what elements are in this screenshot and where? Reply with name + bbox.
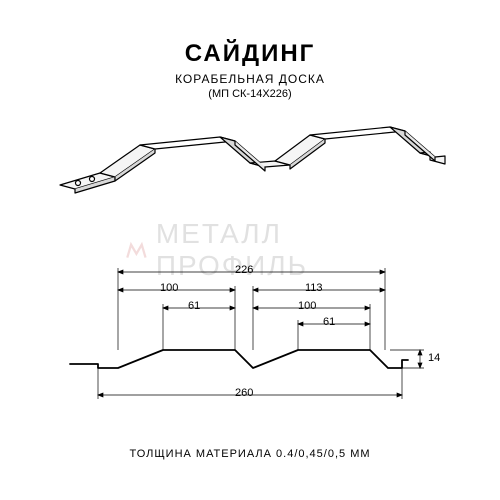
product-title: САЙДИНГ	[0, 40, 500, 68]
dim-top-span: 226	[235, 264, 253, 276]
product-model: (МП СК-14Х226)	[0, 88, 500, 100]
dim-right-top: 113	[305, 282, 323, 294]
dim-left-sub: 61	[188, 300, 200, 312]
dim-left-top: 100	[160, 282, 178, 294]
dim-height: 14	[428, 352, 440, 364]
isometric-drawing	[50, 115, 450, 225]
thickness-label: ТОЛЩИНА МАТЕРИАЛА 0.4/0,45/0,5 ММ	[129, 448, 370, 460]
product-subtitle: КОРАБЕЛЬНАЯ ДОСКА	[0, 72, 500, 86]
header: САЙДИНГ КОРАБЕЛЬНАЯ ДОСКА (МП СК-14Х226)	[0, 0, 500, 100]
dim-bottom-span: 260	[235, 387, 253, 399]
footer: ТОЛЩИНА МАТЕРИАЛА 0.4/0,45/0,5 ММ	[0, 448, 500, 460]
dim-right-sub: 61	[323, 316, 335, 328]
dim-right-mid: 100	[298, 300, 316, 312]
